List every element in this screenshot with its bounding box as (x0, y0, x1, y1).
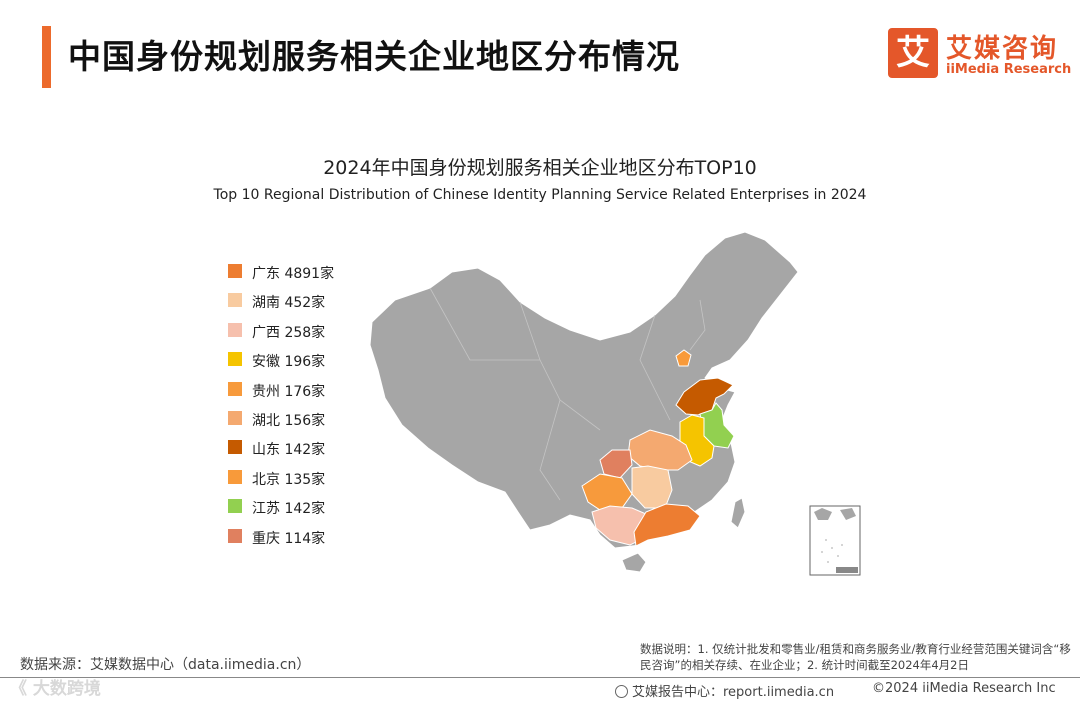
province-hunan (631, 465, 673, 509)
legend-label: 湖北 156家 (252, 412, 326, 429)
copyright: ©2024 iiMedia Research Inc (872, 681, 1056, 696)
report-center-text: 艾媒报告中心：report.iimedia.cn (632, 685, 835, 700)
legend-label: 安徽 196家 (252, 354, 326, 371)
footer-divider (0, 677, 1080, 678)
logo-mark: 艾 (888, 28, 938, 78)
legend-label: 北京 135家 (252, 471, 326, 488)
province-guangdong (633, 503, 701, 547)
map-border-line (519, 301, 601, 431)
province-beijing (675, 349, 692, 367)
legend-swatch (228, 322, 242, 337)
legend-swatch (228, 410, 242, 425)
province-hubei (627, 429, 693, 471)
legend-label: 湖南 452家 (252, 295, 326, 312)
legend-label: 贵州 176家 (252, 383, 326, 400)
data-source: 数据来源：艾媒数据中心（data.iimedia.cn） (20, 657, 311, 673)
legend-swatch (228, 352, 242, 367)
page-title: 中国身份规划服务相关企业地区分布情况 (68, 37, 680, 76)
legend-label: 广东 4891家 (252, 266, 335, 282)
title-accent-bar (42, 26, 51, 88)
legend-swatch (228, 528, 242, 543)
legend-label: 江苏 142家 (252, 501, 326, 518)
map-border-line (539, 399, 561, 501)
map-title-cn: 2024年中国身份规划服务相关企业地区分布TOP10 (323, 157, 757, 179)
legend-label: 重庆 114家 (252, 530, 326, 547)
province-chongqing (599, 449, 633, 479)
watermark: 《 大数跨境 (10, 679, 101, 699)
legend-swatch (228, 381, 242, 396)
legend-label: 山东 142家 (252, 442, 326, 459)
legend-label: 广西 258家 (252, 324, 326, 341)
map-border-line (429, 287, 540, 361)
globe-icon (615, 685, 628, 698)
data-notes: 数据说明：1. 仅统计批发和零售业/租赁和商务服务业/教育行业经营范围关键词含“… (640, 642, 1071, 672)
logo-text-en: iiMedia Research (946, 62, 1072, 77)
map-border-line (689, 299, 706, 351)
legend-swatch (228, 293, 242, 308)
south-china-sea-inset (809, 505, 861, 576)
report-center-link[interactable]: 艾媒报告中心：report.iimedia.cn (615, 681, 834, 700)
legend-swatch (228, 469, 242, 484)
legend-swatch (228, 264, 242, 278)
legend-swatch (228, 440, 242, 455)
iimedia-logo: 艾 艾媒咨询 iiMedia Research (888, 28, 1072, 84)
map-title-en: Top 10 Regional Distribution of Chinese … (213, 187, 867, 203)
map-border-line (639, 314, 671, 421)
logo-text-cn: 艾媒咨询 (946, 34, 1059, 64)
province-guizhou (581, 473, 633, 511)
map-base-hainan (621, 552, 647, 573)
province-shandong (675, 377, 734, 416)
map-base-mainland (369, 231, 799, 549)
map-base-taiwan (730, 497, 746, 529)
legend-swatch (228, 499, 242, 514)
